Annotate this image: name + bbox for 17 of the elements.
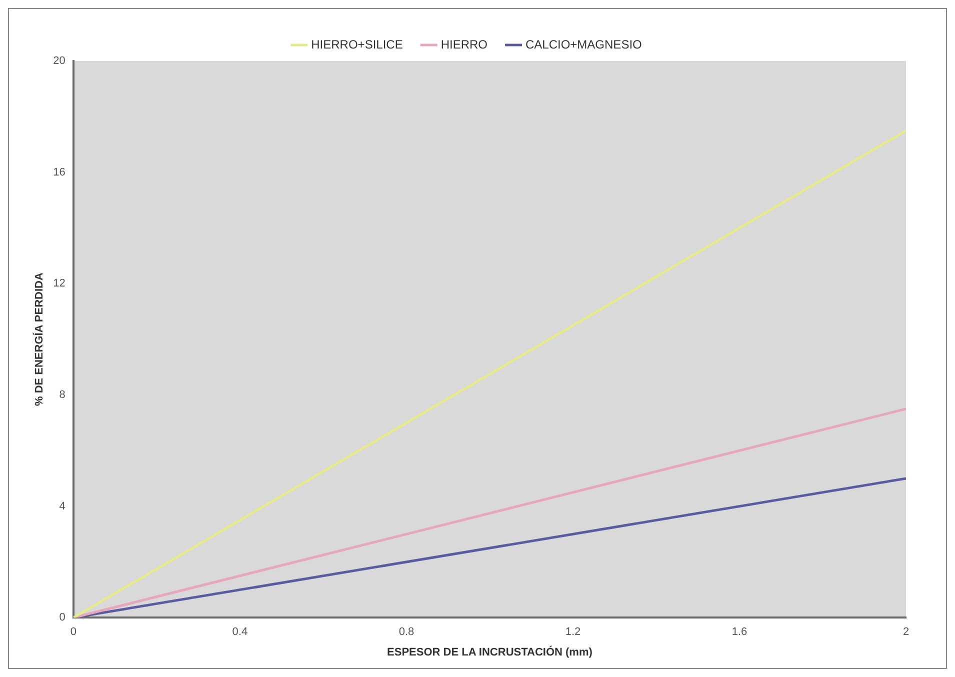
x-axis-title: ESPESOR DE LA INCRUSTACIÓN (mm) xyxy=(387,645,593,658)
x-tick-label: 0 xyxy=(70,626,76,638)
legend-label: HIERRO xyxy=(440,37,488,52)
x-tick-label: 1.2 xyxy=(565,626,581,638)
y-tick-label: 12 xyxy=(53,278,66,290)
legend-label: HIERRO+SILICE xyxy=(311,37,403,52)
y-tick-label: 0 xyxy=(59,612,66,624)
x-tick-label: 0.4 xyxy=(232,626,248,638)
y-tick-label: 8 xyxy=(59,388,66,401)
x-tick-label: 1.6 xyxy=(732,626,748,638)
x-tick-label: 0.8 xyxy=(398,626,414,638)
legend-label: CALCIO+MAGNESIO xyxy=(526,37,642,52)
y-tick-label: 4 xyxy=(59,500,66,512)
y-axis-title: % DE ENERGÍA PERDIDA xyxy=(32,272,46,406)
y-tick-label: 16 xyxy=(53,166,66,178)
y-tick-label: 20 xyxy=(53,55,66,68)
x-tick-label: 2 xyxy=(902,626,910,638)
